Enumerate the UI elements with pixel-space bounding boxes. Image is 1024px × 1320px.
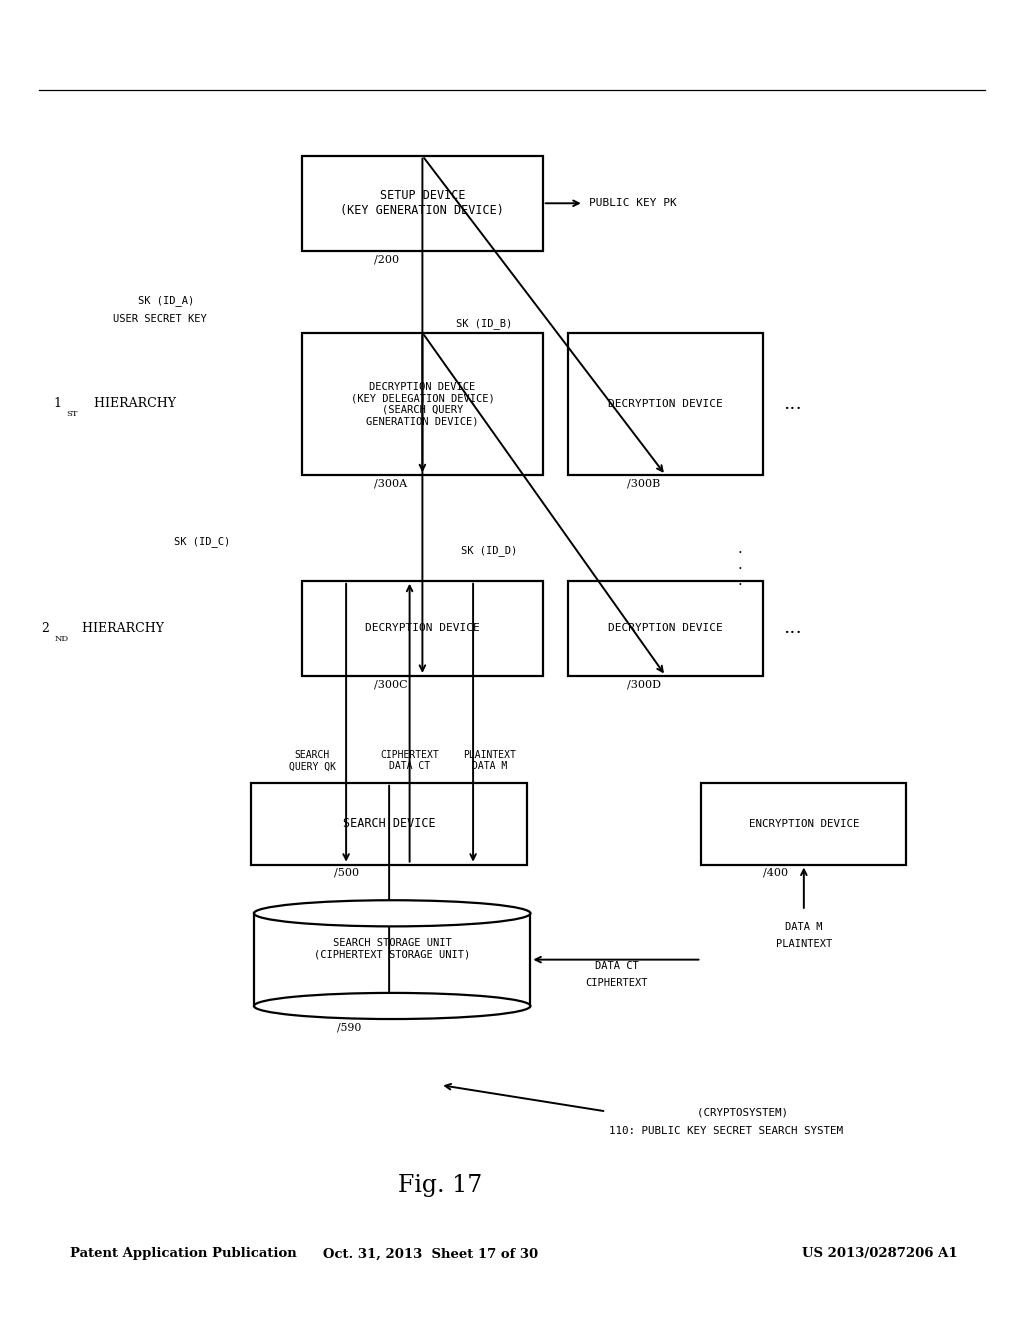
- Text: /500: /500: [334, 867, 359, 878]
- Text: DATA M: DATA M: [785, 921, 822, 932]
- Text: PLAINTEXT: PLAINTEXT: [776, 939, 831, 949]
- Text: CIPHERTEXT: CIPHERTEXT: [585, 978, 648, 989]
- Text: .: .: [737, 543, 742, 556]
- Text: /300C: /300C: [375, 678, 408, 689]
- Bar: [302, 581, 543, 676]
- Ellipse shape: [254, 900, 530, 927]
- Text: ...: ...: [783, 619, 802, 638]
- Bar: [302, 156, 543, 251]
- Text: ENCRYPTION DEVICE: ENCRYPTION DEVICE: [749, 818, 859, 829]
- Text: SEARCH STORAGE UNIT
(CIPHERTEXT STORAGE UNIT): SEARCH STORAGE UNIT (CIPHERTEXT STORAGE …: [314, 939, 470, 960]
- Text: DECRYPTION DEVICE: DECRYPTION DEVICE: [608, 399, 723, 409]
- Text: US 2013/0287206 A1: US 2013/0287206 A1: [802, 1247, 957, 1261]
- Bar: [251, 783, 527, 865]
- Ellipse shape: [254, 993, 530, 1019]
- Text: .: .: [737, 574, 742, 587]
- Text: (CRYPTOSYSTEM): (CRYPTOSYSTEM): [645, 1107, 788, 1118]
- Text: HIERARCHY: HIERARCHY: [90, 397, 176, 411]
- Text: ...: ...: [783, 395, 802, 413]
- Text: /300B: /300B: [627, 478, 659, 488]
- Text: HIERARCHY: HIERARCHY: [78, 622, 164, 635]
- Text: SEARCH
QUERY QK: SEARCH QUERY QK: [289, 750, 336, 771]
- Text: SK (ID_A): SK (ID_A): [138, 296, 195, 306]
- Text: 1: 1: [53, 397, 61, 411]
- Text: /200: /200: [375, 253, 399, 264]
- Text: SK (ID_C): SK (ID_C): [174, 536, 230, 546]
- Text: SK (ID_B): SK (ID_B): [456, 318, 512, 329]
- Text: ND: ND: [54, 635, 69, 643]
- Text: ST: ST: [67, 411, 78, 418]
- Bar: [701, 783, 906, 865]
- Text: PUBLIC KEY PK: PUBLIC KEY PK: [589, 198, 677, 209]
- Text: Oct. 31, 2013  Sheet 17 of 30: Oct. 31, 2013 Sheet 17 of 30: [323, 1247, 538, 1261]
- Text: Fig. 17: Fig. 17: [398, 1173, 482, 1197]
- Text: DATA CT: DATA CT: [595, 961, 638, 972]
- Text: /300A: /300A: [375, 478, 408, 488]
- Text: CIPHERTEXT
DATA CT: CIPHERTEXT DATA CT: [380, 750, 439, 771]
- Text: DECRYPTION DEVICE
(KEY DELEGATION DEVICE)
(SEARCH QUERY
GENERATION DEVICE): DECRYPTION DEVICE (KEY DELEGATION DEVICE…: [350, 381, 495, 426]
- Text: /590: /590: [337, 1022, 361, 1032]
- Bar: [302, 333, 543, 475]
- Text: PLAINTEXT
DATA M: PLAINTEXT DATA M: [463, 750, 516, 771]
- Bar: [568, 581, 763, 676]
- Text: DECRYPTION DEVICE: DECRYPTION DEVICE: [608, 623, 723, 634]
- Bar: [254, 913, 530, 1006]
- Text: DECRYPTION DEVICE: DECRYPTION DEVICE: [365, 623, 480, 634]
- Text: 2: 2: [41, 622, 49, 635]
- Bar: [568, 333, 763, 475]
- Text: .: .: [737, 558, 742, 572]
- Text: SK (ID_D): SK (ID_D): [461, 545, 517, 556]
- Text: /300D: /300D: [627, 678, 660, 689]
- Text: /400: /400: [763, 867, 788, 878]
- Text: SEARCH DEVICE: SEARCH DEVICE: [343, 817, 435, 830]
- Text: 110: PUBLIC KEY SECRET SEARCH SYSTEM: 110: PUBLIC KEY SECRET SEARCH SYSTEM: [609, 1126, 844, 1137]
- Text: SETUP DEVICE
(KEY GENERATION DEVICE): SETUP DEVICE (KEY GENERATION DEVICE): [340, 189, 505, 218]
- Text: Patent Application Publication: Patent Application Publication: [70, 1247, 296, 1261]
- Text: USER SECRET KEY: USER SECRET KEY: [113, 314, 207, 325]
